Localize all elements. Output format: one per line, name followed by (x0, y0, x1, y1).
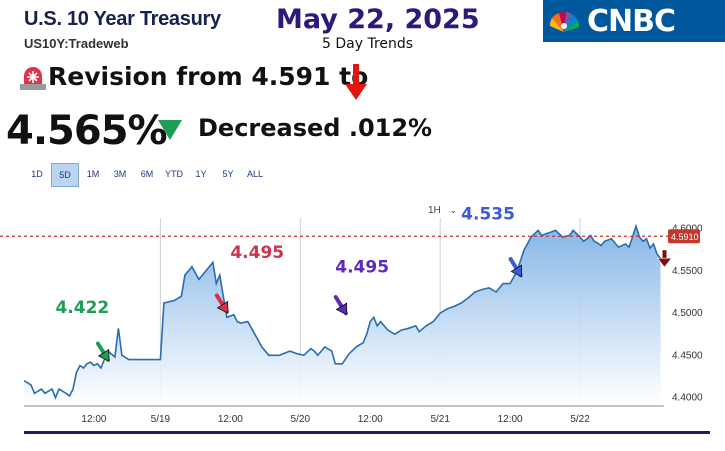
range-button-1y[interactable]: 1Y (195, 169, 207, 179)
annotation-label: 4.495 (335, 258, 389, 278)
page-title: U.S. 10 Year Treasury (24, 8, 221, 30)
x-tick-label: 12:00 (218, 414, 243, 425)
range-button-all[interactable]: ALL (246, 169, 263, 179)
red-down-arrow-icon (345, 64, 367, 100)
peacock-icon (549, 11, 580, 32)
chevron-down-icon: ⌄ (449, 205, 458, 215)
x-tick-label: 5/20 (291, 414, 311, 425)
alert-siren-icon (20, 67, 46, 90)
x-axis: 12:00 5/19 12:00 5/20 12:00 5/21 12:00 5/22 (81, 414, 590, 425)
interval-selector[interactable]: 1H ⌄ (428, 205, 457, 216)
x-tick-label: 12:00 (358, 414, 383, 425)
end-arrow-head (656, 257, 673, 268)
yield-chart: 4.4000 4.4500 4.5000 4.5500 4.6000 12:00 5/19… (0, 204, 703, 425)
reference-badge-label: 4.5910 (671, 232, 699, 242)
x-tick-label: 12:00 (81, 414, 106, 425)
y-tick-label: 4.5500 (672, 266, 703, 277)
reference-badge-bg (668, 229, 700, 244)
x-tick-label: 12:00 (498, 414, 523, 425)
range-button-1m[interactable]: 1M (86, 169, 100, 179)
range-button-5d[interactable]: 5D (51, 163, 79, 187)
y-tick-label: 4.6000 (672, 224, 703, 235)
x-tick-label: 5/21 (430, 414, 450, 425)
end-down-arrow-icon (656, 250, 673, 268)
yield-area-fill (24, 226, 661, 406)
report-date: May 22, 2025 (276, 4, 480, 35)
range-button-3m[interactable]: 3M (113, 169, 127, 179)
trend-subtitle: 5 Day Trends (322, 36, 414, 52)
reference-badge: 4.5910 (668, 229, 700, 244)
annotation-arrow-head (216, 300, 229, 314)
annotation-arrow-head (335, 302, 348, 316)
range-button-1d[interactable]: 1D (31, 169, 43, 179)
x-tick-label: 5/22 (570, 414, 590, 425)
annotation-label: 4.422 (55, 298, 109, 318)
end-arrow-shaft (662, 250, 667, 261)
interval-label: 1H (428, 205, 441, 216)
range-button-ytd[interactable]: YTD (165, 169, 183, 179)
revision-text: Revision from 4.591 to (48, 62, 369, 91)
green-down-triangle-icon (158, 120, 182, 140)
range-button-5y[interactable]: 5Y (222, 169, 234, 179)
annotation-arrow-head (510, 264, 523, 278)
bottom-rule (24, 431, 710, 434)
y-tick-label: 4.5000 (672, 308, 703, 319)
current-yield: 4.565% (6, 108, 168, 154)
range-selector: 1D 5D 1M 3M 6M YTD 1Y 5Y ALL (24, 163, 269, 187)
cnbc-logo: CNBC (543, 0, 725, 42)
change-text: Decreased .012% (198, 114, 433, 142)
x-tick-label: 5/19 (151, 414, 171, 425)
annotation-arrow-head (97, 348, 110, 362)
ticker-symbol: US10Y:Tradeweb (24, 36, 129, 51)
y-axis: 4.4000 4.4500 4.5000 4.5500 4.6000 (672, 224, 703, 404)
logo-wordmark: CNBC (587, 3, 676, 39)
annotation-label: 4.495 (230, 243, 284, 263)
annotation-label: 4.535 (461, 204, 515, 224)
y-tick-label: 4.4500 (672, 350, 703, 361)
range-button-6m[interactable]: 6M (140, 169, 154, 179)
y-tick-label: 4.4000 (672, 393, 703, 404)
